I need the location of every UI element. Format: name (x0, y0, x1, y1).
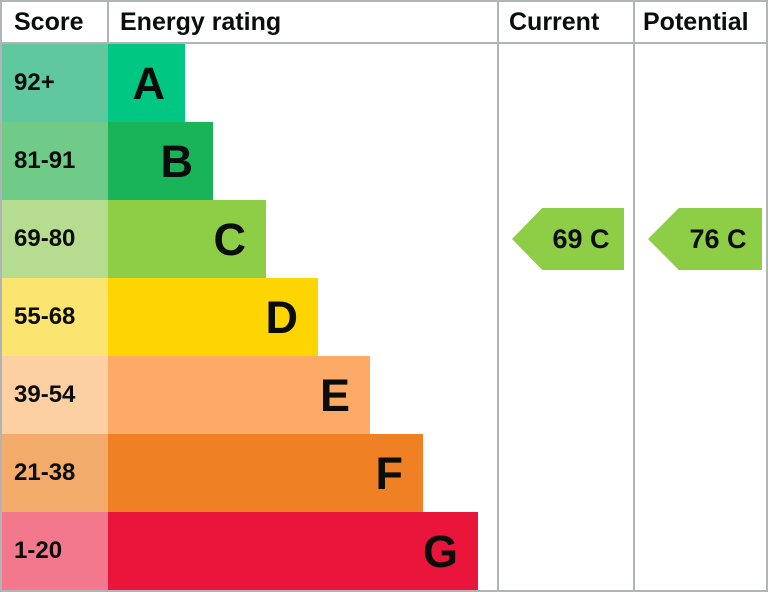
band-letter-e: E (319, 369, 350, 421)
score-range-f: 21-38 (2, 434, 108, 512)
band-row-b: 81-91 B (2, 122, 497, 200)
band-letter-c: C (213, 213, 247, 265)
current-rating-arrow: 69 C (512, 208, 624, 270)
band-bar-g: G (108, 512, 478, 590)
score-range-c: 69-80 (2, 200, 108, 278)
potential-column-header: Potential (643, 7, 749, 36)
score-range-g: 1-20 (2, 512, 108, 590)
band-letter-g: G (422, 525, 458, 577)
current-rating-value: 69 C (552, 223, 610, 254)
score-range-d: 55-68 (2, 278, 108, 356)
score-range-b: 81-91 (2, 122, 108, 200)
rating-bands: 92+ A 81-91 B 69-80 C 55-68 D 39-54 E 21-38 F 1-20 G (2, 44, 497, 590)
band-bar-f: F (108, 434, 423, 512)
band-letter-b: B (160, 135, 194, 187)
energy-rating-column-header: Energy rating (120, 7, 282, 36)
band-bar-c: C (108, 200, 266, 278)
band-bar-e: E (108, 356, 370, 434)
band-row-g: 1-20 G (2, 512, 497, 590)
current-column-divider-line (497, 2, 499, 590)
band-bar-d: D (108, 278, 318, 356)
band-bar-b: B (108, 122, 213, 200)
potential-column-divider-line (633, 2, 635, 590)
potential-rating-value: 76 C (689, 223, 747, 254)
band-letter-d: D (265, 291, 299, 343)
header-divider-line (2, 42, 766, 44)
band-row-a: 92+ A (2, 44, 497, 122)
band-letter-a: A (132, 57, 166, 109)
band-row-f: 21-38 F (2, 434, 497, 512)
score-column-header: Score (14, 7, 84, 36)
score-column-divider-line (107, 2, 109, 42)
band-letter-f: F (375, 447, 404, 499)
band-row-d: 55-68 D (2, 278, 497, 356)
band-bar-a: A (108, 44, 185, 122)
band-row-c: 69-80 C (2, 200, 497, 278)
band-row-e: 39-54 E (2, 356, 497, 434)
potential-rating-arrow: 76 C (648, 208, 762, 270)
score-range-a: 92+ (2, 44, 108, 122)
score-range-e: 39-54 (2, 356, 108, 434)
current-column-header: Current (509, 7, 600, 36)
